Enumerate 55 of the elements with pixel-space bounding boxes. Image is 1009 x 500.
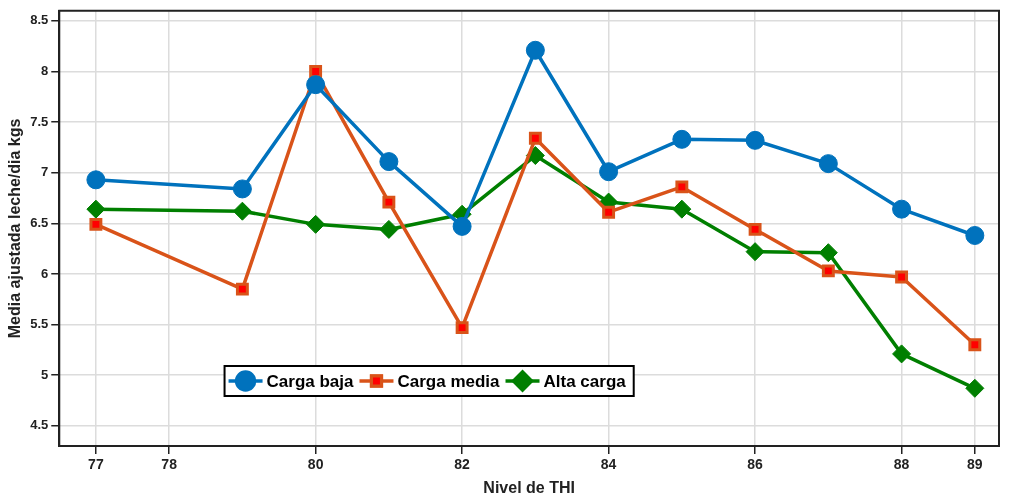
point xyxy=(86,199,106,219)
y-tick-label: 4.5 xyxy=(30,417,49,433)
x-tick-label: 82 xyxy=(454,456,471,473)
point xyxy=(528,131,542,145)
point xyxy=(309,65,323,78)
x-axis-title: Nivel de THI xyxy=(483,478,575,496)
point xyxy=(821,264,835,278)
point xyxy=(379,152,399,172)
point xyxy=(745,242,765,262)
legend-label: Carga media xyxy=(397,371,501,391)
x-tick-label: 84 xyxy=(600,456,617,473)
point xyxy=(306,214,326,234)
y-tick-label: 5.5 xyxy=(30,316,49,332)
y-tick-label: 8 xyxy=(41,63,49,79)
x-tick-label: 77 xyxy=(88,456,104,473)
y-tick-label: 6.5 xyxy=(30,214,49,230)
point xyxy=(86,170,106,190)
y-tick-label: 6 xyxy=(41,265,49,281)
y-tick-label: 7.5 xyxy=(30,113,49,129)
y-tick-label: 8.5 xyxy=(30,12,49,28)
point xyxy=(89,217,103,231)
point xyxy=(602,205,616,219)
x-tick-label: 88 xyxy=(893,456,910,473)
point xyxy=(895,270,909,284)
point xyxy=(232,201,252,221)
point xyxy=(306,75,326,95)
y-axis-title: Media ajustada leche/dia kgs xyxy=(6,118,24,339)
point xyxy=(232,179,252,199)
y-tick-label: 5 xyxy=(41,366,49,382)
point xyxy=(599,162,619,182)
point xyxy=(965,225,985,245)
point xyxy=(672,129,692,149)
point xyxy=(968,338,982,352)
point xyxy=(818,243,838,263)
legend-label: Alta carga xyxy=(543,371,627,391)
legend-label: Carga baja xyxy=(266,371,355,391)
y-tick-label: 7 xyxy=(41,164,49,180)
point xyxy=(525,40,545,60)
x-tick-label: 80 xyxy=(307,456,324,473)
point xyxy=(382,195,396,209)
point xyxy=(672,199,692,219)
point xyxy=(818,154,838,174)
point xyxy=(455,321,469,335)
point xyxy=(892,199,912,219)
point xyxy=(675,180,689,194)
point xyxy=(745,130,765,150)
x-tick-label: 89 xyxy=(967,456,983,473)
point xyxy=(748,222,762,236)
point xyxy=(892,344,912,364)
x-tick-label: 86 xyxy=(747,456,764,473)
point xyxy=(965,378,985,398)
point xyxy=(452,216,472,236)
x-tick-label: 78 xyxy=(161,456,178,473)
point xyxy=(379,219,399,239)
point xyxy=(235,282,249,296)
